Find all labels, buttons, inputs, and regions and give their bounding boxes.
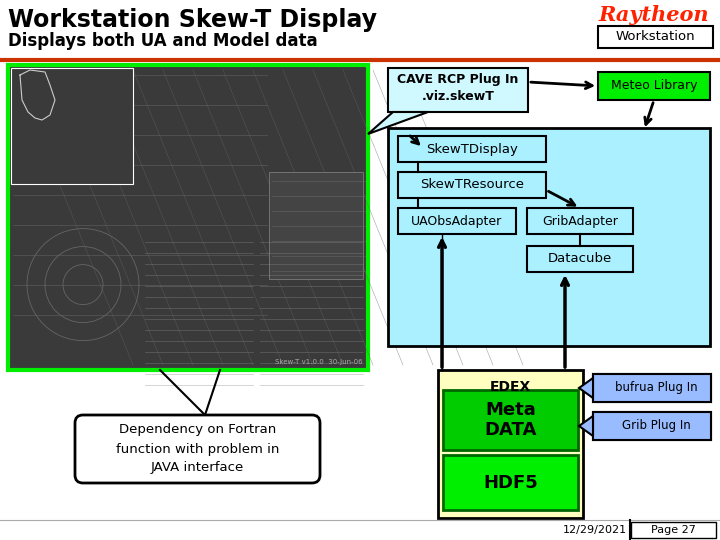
FancyBboxPatch shape: [398, 136, 546, 162]
FancyBboxPatch shape: [11, 68, 133, 184]
Text: Raytheon: Raytheon: [598, 5, 708, 25]
Text: CAVE RCP Plug In
.viz.skewT: CAVE RCP Plug In .viz.skewT: [397, 73, 518, 103]
FancyBboxPatch shape: [8, 65, 368, 370]
Text: Meta
DATA: Meta DATA: [485, 401, 536, 440]
Text: Skew-T v1.0.0  30-Jun-06: Skew-T v1.0.0 30-Jun-06: [275, 359, 363, 365]
Text: SkewTResource: SkewTResource: [420, 179, 524, 192]
Polygon shape: [579, 378, 593, 398]
Text: SkewTDisplay: SkewTDisplay: [426, 143, 518, 156]
FancyBboxPatch shape: [398, 172, 546, 198]
Polygon shape: [579, 416, 593, 436]
FancyBboxPatch shape: [598, 72, 710, 100]
Text: Workstation: Workstation: [615, 30, 695, 44]
FancyBboxPatch shape: [593, 412, 711, 440]
Text: Workstation Skew-T Display: Workstation Skew-T Display: [8, 8, 377, 32]
Text: Page 27: Page 27: [651, 525, 696, 535]
FancyBboxPatch shape: [593, 374, 711, 402]
Text: Datacube: Datacube: [548, 253, 612, 266]
FancyBboxPatch shape: [593, 412, 711, 440]
Text: Dependency on Fortran
function with problem in
JAVA interface: Dependency on Fortran function with prob…: [116, 423, 279, 475]
Text: HDF5: HDF5: [483, 474, 538, 491]
Polygon shape: [368, 112, 428, 134]
FancyBboxPatch shape: [75, 415, 320, 483]
FancyBboxPatch shape: [527, 246, 633, 272]
Text: bufrua Plug In: bufrua Plug In: [615, 381, 697, 395]
FancyBboxPatch shape: [593, 374, 711, 402]
FancyBboxPatch shape: [443, 455, 578, 510]
Text: EDEX: EDEX: [490, 380, 531, 394]
Text: Meteo Library: Meteo Library: [611, 79, 697, 92]
FancyBboxPatch shape: [269, 172, 363, 279]
FancyBboxPatch shape: [443, 390, 578, 450]
Text: GribAdapter: GribAdapter: [542, 214, 618, 227]
FancyBboxPatch shape: [388, 128, 710, 346]
FancyBboxPatch shape: [631, 522, 716, 538]
FancyBboxPatch shape: [398, 208, 516, 234]
Text: Displays both UA and Model data: Displays both UA and Model data: [8, 32, 318, 50]
Text: UAObsAdapter: UAObsAdapter: [411, 214, 503, 227]
FancyBboxPatch shape: [438, 370, 583, 518]
Text: Grib Plug In: Grib Plug In: [621, 420, 690, 433]
FancyBboxPatch shape: [598, 26, 713, 48]
Text: 12/29/2021: 12/29/2021: [563, 525, 627, 535]
FancyBboxPatch shape: [527, 208, 633, 234]
FancyBboxPatch shape: [388, 68, 528, 112]
